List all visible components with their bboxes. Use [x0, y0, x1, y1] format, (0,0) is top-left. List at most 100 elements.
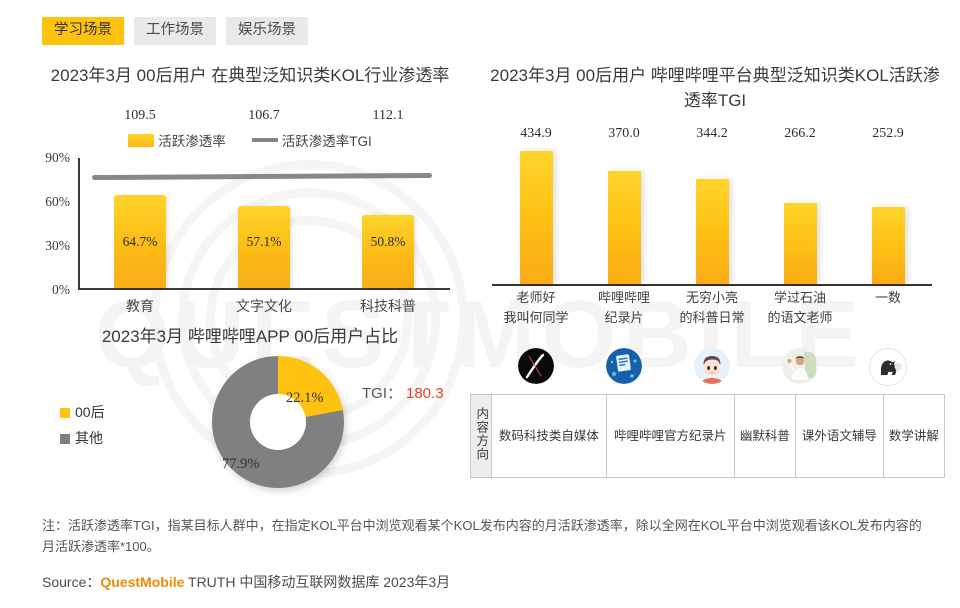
- kol-label-3-line2: 的科普日常: [679, 309, 745, 325]
- source-prefix: Source：: [42, 574, 101, 590]
- kol-label-4: 学过石油 的语文老师: [756, 288, 844, 327]
- avatar-cell-5: [844, 348, 932, 386]
- tgi-value-education: 109.5: [124, 108, 156, 124]
- bar-education[interactable]: 64.7%: [114, 195, 166, 289]
- scenario-tabs: 学习场景 工作场景 娱乐场景: [42, 17, 308, 45]
- kol-label-2: 哔哩哔哩 纪录片: [580, 288, 668, 327]
- tgi-value-text-culture: 106.7: [248, 108, 280, 124]
- black-slash-avatar-icon: [518, 348, 554, 384]
- table-cell-direction-5: 数学讲解: [882, 394, 946, 478]
- donut-legend-label-00s: 00后: [75, 404, 105, 420]
- kol-label-4-line1: 学过石油: [773, 290, 826, 305]
- y-tick-90: 90%: [45, 150, 70, 165]
- right-chart-plot-area: 434.9 370.0 344.2 266.2: [492, 126, 932, 286]
- bar-kol-5[interactable]: 252.9: [871, 126, 905, 285]
- left-chart-legend: 活跃渗透率 活跃渗透率TGI: [30, 130, 470, 150]
- kol-label-2-line1: 哔哩哔哩: [597, 290, 650, 305]
- donut-tgi-label: TGI：: [362, 385, 402, 402]
- kol-label-5: 一数: [844, 288, 932, 327]
- table-header-content-direction: 内容方向: [470, 394, 492, 478]
- kol-label-5-line1: 一数: [874, 290, 901, 305]
- avatar-cell-2: [580, 348, 668, 386]
- source-line: Source：QuestMobile TRUTH 中国移动互联网数据库 2023…: [42, 572, 450, 592]
- bar-kol-2[interactable]: 370.0: [607, 126, 641, 285]
- category-label-tech-science: 科技科普: [360, 298, 416, 314]
- bar-group-kol-2: 370.0: [580, 126, 668, 285]
- kol-label-4-line2: 的语文老师: [767, 309, 833, 325]
- donut-value-others: 77.9%: [222, 456, 260, 472]
- bar-group-kol-1: 434.9: [492, 126, 580, 285]
- left-chart-x-axis: [78, 288, 450, 290]
- kol-label-3-line1: 无穷小亮: [685, 290, 738, 305]
- right-chart-bars: 434.9 370.0 344.2 266.2: [492, 126, 932, 285]
- bar-value-kol-1: 434.9: [520, 126, 552, 142]
- bar-value-education: 64.7%: [122, 234, 158, 250]
- donut-legend: 00后 其他: [60, 400, 105, 452]
- right-chart-title: 2023年3月 00后用户 哔哩哔哩平台典型泛知识类KOL活跃渗透率TGI: [490, 66, 940, 110]
- table-cell-direction-3: 幽默科普: [733, 394, 796, 478]
- kol-label-3: 无穷小亮 的科普日常: [668, 288, 756, 327]
- gray-line-swatch-icon: [251, 138, 278, 142]
- donut-legend-label-others: 其他: [75, 429, 103, 446]
- table-cell-direction-4: 课外语文辅导: [794, 394, 884, 478]
- legend-label-tgi: 活跃渗透率TGI: [281, 134, 372, 149]
- bar-text-culture[interactable]: 57.1%: [238, 206, 290, 289]
- legend-item-tgi: 活跃渗透率TGI: [251, 130, 372, 150]
- bar-value-kol-3: 344.2: [696, 126, 728, 142]
- bar-value-kol-5: 252.9: [872, 126, 904, 142]
- yellow-square-swatch-icon: [60, 407, 70, 418]
- footnote: 注：活跃渗透率TGI，指某目标人群中，在指定KOL平台中浏览观看某个KOL发布内…: [42, 518, 922, 555]
- avatar-cell-4: [756, 348, 844, 386]
- anime-face-avatar-icon: [694, 348, 730, 384]
- bar-value-tech-science: 50.8%: [370, 234, 406, 250]
- donut-tgi-annotation: TGI： 180.3: [362, 382, 444, 403]
- donut-chart-section: 00后 其他 22.1% 77.9% TGI： 180.3: [30, 322, 470, 502]
- yellow-bar-swatch-icon: [128, 133, 155, 147]
- tgi-value-tech-science: 112.1: [372, 108, 404, 124]
- avatar-cell-3: [668, 348, 756, 386]
- donut-chart: 22.1% 77.9%: [212, 356, 344, 488]
- source-rest: TRUTH 中国移动互联网数据库 2023年3月: [184, 574, 451, 590]
- right-chart-kol-labels: 老师好 我叫何同学 哔哩哔哩 纪录片 无穷小亮 的科普日常 学过石油 的语文老师…: [492, 288, 932, 327]
- donut-chart-title: 2023年3月 哔哩哔哩APP 00后用户占比: [101, 327, 399, 346]
- left-bar-chart: 活跃渗透率 活跃渗透率TGI 90% 60% 30% 0% 109.5 64.7…: [30, 60, 470, 325]
- bar-group-kol-3: 344.2: [668, 126, 756, 285]
- bar-kol-1[interactable]: 434.9: [519, 126, 553, 285]
- avatar-cell-1: [492, 348, 580, 386]
- kol-label-2-line2: 纪录片: [604, 309, 644, 325]
- tab-study-scenario[interactable]: 学习场景: [42, 17, 124, 45]
- table-cell-direction-2: 哔哩哔哩官方纪录片: [605, 394, 735, 478]
- dinosaur-avatar-icon: [869, 348, 907, 386]
- source-brand: QuestMobile: [100, 574, 185, 590]
- y-tick-60: 60%: [45, 193, 70, 209]
- tab-work-scenario[interactable]: 工作场景: [134, 17, 216, 45]
- y-tick-30: 30%: [45, 237, 70, 253]
- bar-tech-science[interactable]: 50.8%: [362, 215, 414, 289]
- bar-value-text-culture: 57.1%: [246, 234, 282, 250]
- left-chart-category-labels: 教育 文字文化 科技科普: [78, 296, 450, 316]
- bar-kol-3[interactable]: 344.2: [695, 126, 729, 285]
- y-tick-0: 0%: [52, 282, 70, 297]
- donut-legend-item-others: 其他: [60, 426, 105, 452]
- donut-tgi-value: 180.3: [406, 385, 444, 402]
- tab-entertainment-scenario[interactable]: 娱乐场景: [226, 17, 308, 45]
- bar-kol-4[interactable]: 266.2: [783, 126, 817, 285]
- right-chart-x-axis: [492, 284, 932, 286]
- bar-value-kol-4: 266.2: [784, 126, 816, 142]
- donut-hole: [250, 394, 306, 450]
- kol-label-1: 老师好 我叫何同学: [492, 288, 580, 327]
- table-row: 内容方向 数码科技类自媒体 哔哩哔哩官方纪录片 幽默科普 课外语文辅导 数学讲解: [470, 394, 946, 478]
- bar-group-kol-5: 252.9: [844, 126, 932, 285]
- legend-item-penetration: 活跃渗透率: [128, 130, 226, 150]
- category-label-text-culture: 文字文化: [236, 298, 292, 314]
- legend-label-penetration: 活跃渗透率: [158, 134, 226, 149]
- donut-value-00s: 22.1%: [286, 390, 324, 406]
- left-chart-y-axis: 90% 60% 30% 0%: [45, 150, 80, 297]
- left-chart-title: 2023年3月 00后用户 在典型泛知识类KOL行业渗透率: [50, 66, 450, 85]
- right-bar-chart: 434.9 370.0 344.2 266.2: [470, 60, 950, 386]
- bar-group-kol-4: 266.2: [756, 126, 844, 285]
- kol-avatar-row: [492, 348, 932, 386]
- teacher-photo-avatar-icon: [782, 348, 818, 384]
- blue-tech-avatar-icon: [606, 348, 642, 384]
